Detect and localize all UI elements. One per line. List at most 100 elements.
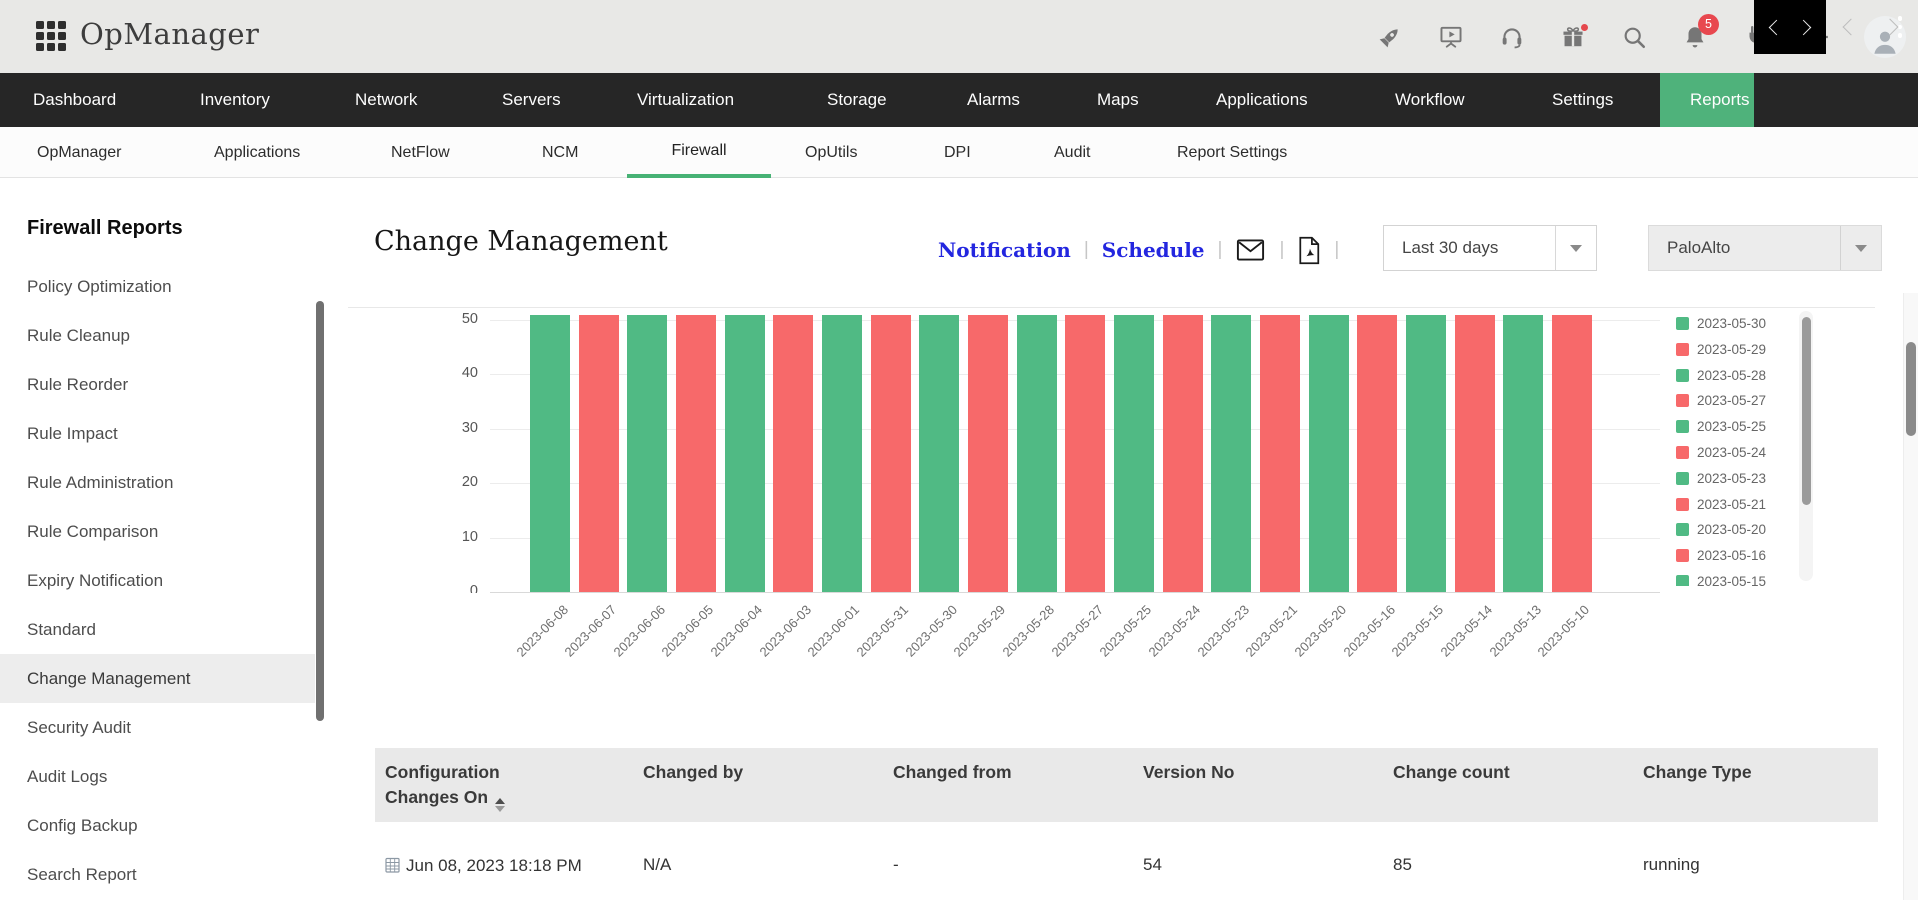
- legend-item[interactable]: 2023-05-15: [1676, 574, 1766, 586]
- primary-nav-item[interactable]: Storage: [827, 90, 887, 109]
- secondary-nav-item[interactable]: Audit: [1054, 143, 1091, 161]
- sidebar-item[interactable]: Rule Cleanup: [27, 325, 131, 345]
- search-icon[interactable]: [1620, 23, 1648, 51]
- sidebar-item[interactable]: Rule Comparison: [27, 521, 159, 541]
- sidebar-item[interactable]: Rule Reorder: [27, 374, 129, 394]
- rocket-icon[interactable]: [1376, 23, 1404, 51]
- sidebar-item[interactable]: Rule Impact: [27, 423, 118, 443]
- gift-icon[interactable]: [1559, 23, 1588, 51]
- pdf-export-icon[interactable]: [1297, 236, 1321, 265]
- sidebar-item[interactable]: Expiry Notification: [27, 570, 164, 590]
- legend-item[interactable]: 2023-05-27: [1676, 393, 1766, 408]
- page-scrollbar-track[interactable]: [1903, 293, 1918, 900]
- chart-bar[interactable]: [1308, 315, 1349, 592]
- x-axis-tick-label: 2023-05-27: [1048, 602, 1106, 660]
- notification-bell-icon[interactable]: 5: [1681, 13, 1719, 51]
- primary-nav-item[interactable]: Workflow: [1395, 90, 1465, 109]
- primary-nav-item[interactable]: Dashboard: [33, 90, 117, 109]
- chart-bar[interactable]: [1162, 315, 1203, 592]
- sidebar-scrollbar-thumb[interactable]: [316, 301, 324, 721]
- chart-bar[interactable]: [1016, 315, 1057, 592]
- primary-nav-item[interactable]: Applications: [1216, 90, 1308, 109]
- primary-nav-item[interactable]: Maps: [1097, 90, 1139, 109]
- chart-bar[interactable]: [1065, 315, 1106, 592]
- legend-label: 2023-05-20: [1697, 522, 1767, 538]
- primary-nav-item[interactable]: Servers: [502, 90, 561, 109]
- schedule-link[interactable]: Schedule: [1101, 238, 1205, 262]
- legend-item[interactable]: 2023-05-23: [1676, 471, 1766, 486]
- chart-bar[interactable]: [773, 315, 814, 592]
- chart-bar[interactable]: [919, 315, 960, 592]
- chart-bar[interactable]: [1551, 315, 1592, 592]
- legend-item[interactable]: 2023-05-25: [1676, 419, 1766, 434]
- chart-bar[interactable]: [967, 315, 1008, 592]
- sidebar-item[interactable]: Policy Optimization: [27, 276, 172, 296]
- legend-item[interactable]: 2023-05-30: [1676, 316, 1766, 331]
- secondary-nav-item[interactable]: Applications: [214, 143, 301, 161]
- chart-legend: 2023-05-30 2023-05-29 2023-05-28 2023-05-27…: [1660, 307, 1878, 586]
- secondary-nav-item[interactable]: NCM: [542, 143, 579, 161]
- secondary-nav-item[interactable]: OpManager: [37, 143, 122, 161]
- sort-icon[interactable]: [495, 798, 506, 813]
- secondary-nav-item[interactable]: OpUtils: [805, 143, 858, 161]
- notification-link[interactable]: Notification: [938, 238, 1071, 262]
- primary-nav-item[interactable]: Reports: [1660, 73, 1754, 127]
- chart-bar[interactable]: [870, 315, 911, 592]
- legend-item[interactable]: 2023-05-28: [1676, 368, 1766, 383]
- chart-bar[interactable]: [1211, 315, 1252, 592]
- chart-bar[interactable]: [1357, 315, 1398, 592]
- primary-nav-item[interactable]: Virtualization: [637, 90, 735, 109]
- email-report-icon[interactable]: [1235, 238, 1266, 262]
- chart-bar[interactable]: [675, 315, 716, 592]
- secondary-nav-item[interactable]: Firewall: [627, 127, 771, 178]
- sidebar-item[interactable]: Rule Administration: [27, 472, 174, 492]
- x-axis-tick-label: 2023-05-20: [1291, 602, 1350, 660]
- page-scrollbar-thumb[interactable]: [1906, 342, 1916, 436]
- nav-overflow-menu-icon[interactable]: [1890, 0, 1910, 54]
- nav-prev-icon[interactable]: [1768, 19, 1785, 35]
- subnav-prev-icon[interactable]: [1842, 18, 1860, 38]
- chart-bar[interactable]: [1454, 315, 1495, 592]
- primary-nav-item[interactable]: Network: [355, 90, 418, 109]
- legend-item[interactable]: 2023-05-29: [1676, 342, 1766, 357]
- training-video-icon[interactable]: [1437, 23, 1465, 51]
- chart-bar[interactable]: [724, 315, 765, 592]
- legend-scrollbar-track[interactable]: [1799, 311, 1813, 581]
- chart-bar[interactable]: [578, 315, 619, 592]
- legend-item[interactable]: 2023-05-24: [1676, 445, 1766, 460]
- nav-next-icon[interactable]: [1795, 19, 1812, 35]
- sidebar-item[interactable]: Config Backup: [27, 815, 138, 835]
- chart-bar[interactable]: [821, 315, 862, 592]
- chart-bar[interactable]: [1405, 315, 1446, 592]
- primary-nav-item[interactable]: Alarms: [967, 90, 1020, 109]
- y-axis-tick-label: 0: [469, 583, 478, 593]
- device-dropdown[interactable]: PaloAlto: [1648, 225, 1882, 271]
- primary-nav-item[interactable]: Inventory: [200, 90, 270, 109]
- chart-bar[interactable]: [627, 315, 668, 592]
- legend-scrollbar-thumb[interactable]: [1801, 317, 1811, 505]
- sidebar-item[interactable]: Change Management: [0, 654, 315, 703]
- column-header: Change count: [1383, 748, 1633, 795]
- legend-item[interactable]: 2023-05-21: [1676, 497, 1766, 512]
- chart-bar[interactable]: [1259, 315, 1300, 592]
- legend-item[interactable]: 2023-05-16: [1676, 548, 1766, 563]
- primary-nav-item[interactable]: Settings: [1552, 90, 1614, 109]
- nav-scroll-arrows[interactable]: [1754, 0, 1826, 54]
- secondary-nav-item[interactable]: NetFlow: [391, 143, 450, 161]
- chart-bar[interactable]: [1113, 315, 1154, 592]
- user-avatar[interactable]: [1864, 15, 1906, 58]
- chart-bar[interactable]: [530, 315, 570, 592]
- sidebar-item[interactable]: Standard: [27, 619, 96, 639]
- sidebar-item[interactable]: Security Audit: [27, 717, 131, 737]
- gift-alert-dot: [1581, 23, 1588, 31]
- sidebar-item[interactable]: Audit Logs: [27, 766, 108, 786]
- sidebar-item[interactable]: Search Report: [27, 864, 137, 884]
- chart-bar[interactable]: [1503, 315, 1544, 592]
- support-headset-icon[interactable]: [1498, 23, 1526, 51]
- subnav-next-icon[interactable]: [1881, 18, 1899, 38]
- apps-grid-icon[interactable]: [36, 21, 66, 51]
- secondary-nav-item[interactable]: Report Settings: [1177, 143, 1288, 161]
- time-range-dropdown[interactable]: Last 30 days: [1383, 225, 1597, 271]
- secondary-nav-item[interactable]: DPI: [944, 143, 971, 161]
- legend-item[interactable]: 2023-05-20: [1676, 522, 1766, 537]
